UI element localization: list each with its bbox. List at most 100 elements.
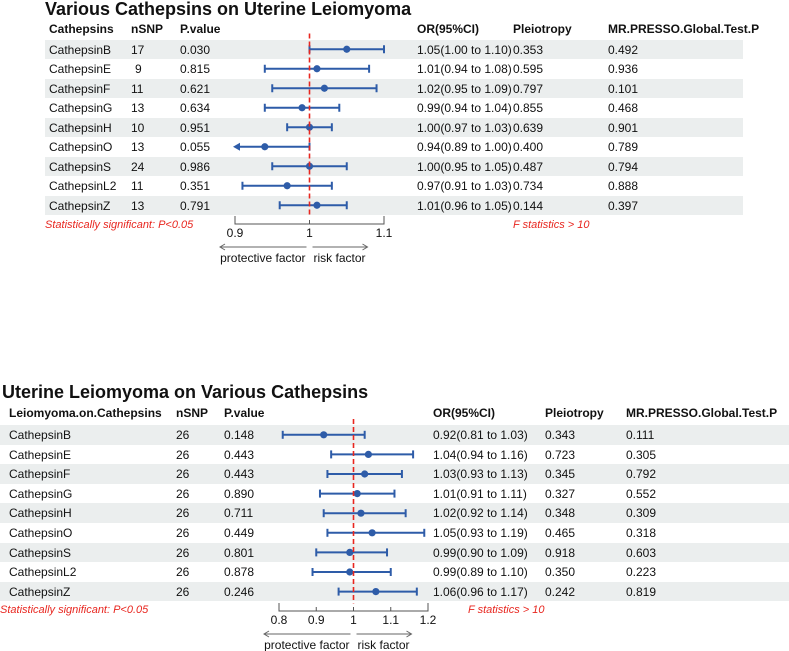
x-tick-label: 1.1 [375,226,393,240]
cell-pleiotropy: 0.353 [513,42,544,57]
column-header: MR.PRESSO.Global.Test.P [608,22,760,36]
significance-note: Statistically significant: P<0.05 [45,219,194,231]
or-point [261,143,269,151]
x-tick-label: 1.1 [382,613,400,627]
cell-pvalue: 0.791 [180,198,211,213]
cell-or-ci: 1.03(0.93 to 1.13) [433,467,528,482]
cell-pleiotropy: 0.348 [545,506,576,521]
cell-name: CathepsinS [9,545,72,560]
cell-presso: 0.305 [626,447,657,462]
cell-presso: 0.111 [626,428,655,442]
cell-presso: 0.794 [608,159,639,174]
column-header: Pleiotropy [513,22,572,36]
cell-name: CathepsinO [9,526,73,540]
cell-name: CathepsinL2 [49,179,117,193]
cell-pleiotropy: 0.350 [545,565,576,580]
cell-name: CathepsinB [9,428,72,442]
cell-pvalue: 0.986 [180,159,211,174]
cell-presso: 0.397 [608,198,639,213]
cell-nsnp: 26 [176,447,190,462]
cell-or-ci: 1.05(1.00 to 1.10) [417,42,512,57]
x-tick-label: 1 [350,613,357,627]
cell-or-ci: 1.00(0.95 to 1.05) [417,159,512,174]
cell-or-ci: 1.02(0.92 to 1.14) [433,506,528,521]
cell-or-ci: 1.00(0.97 to 1.03) [417,120,512,135]
risk-factor-label: risk factor [313,251,366,265]
cell-pleiotropy: 0.918 [545,545,576,560]
cell-name: CathepsinG [49,101,113,115]
cell-name: CathepsinS [49,159,112,174]
cell-or-ci: 0.92(0.81 to 1.03) [433,428,528,442]
cell-or-ci: 1.04(0.94 to 1.16) [433,447,528,462]
cell-nsnp: 13 [131,140,145,154]
cell-pleiotropy: 0.400 [513,140,544,154]
cell-presso: 0.552 [626,486,657,501]
column-header: nSNP [131,22,164,36]
cell-pvalue: 0.030 [180,42,211,57]
or-point [372,588,380,596]
or-point [343,45,351,53]
cell-pleiotropy: 0.345 [545,467,576,482]
cell-pvalue: 0.815 [180,62,211,76]
cell-pleiotropy: 0.465 [545,526,576,540]
column-header: P.value [224,406,265,420]
cell-presso: 0.223 [626,565,657,580]
cell-nsnp: 26 [176,584,190,599]
cell-nsnp: 11 [131,81,144,96]
cell-pvalue: 0.878 [224,565,255,580]
row-band [45,195,743,215]
or-point [313,201,321,209]
cell-presso: 0.789 [608,140,639,154]
cell-pvalue: 0.055 [180,140,211,154]
cell-pvalue: 0.711 [224,506,254,521]
cell-pleiotropy: 0.327 [545,486,576,501]
cell-or-ci: 1.01(0.94 to 1.08) [417,62,512,76]
cell-presso: 0.101 [608,81,639,96]
right-arrow-icon [356,630,413,638]
f-statistics-note: F statistics > 10 [513,219,590,231]
cell-pvalue: 0.801 [224,545,255,560]
cell-nsnp: 10 [131,120,145,135]
cell-name: CathepsinH [9,506,72,521]
cell-name: CathepsinB [49,42,112,57]
cell-pleiotropy: 0.343 [545,428,576,442]
cell-presso: 0.792 [626,467,657,482]
row-band [45,78,743,98]
cell-nsnp: 26 [176,526,190,540]
risk-factor-label: risk factor [357,638,410,651]
ci-arrow [233,142,240,151]
x-tick-label: 0.9 [226,226,244,240]
cell-name: CathepsinZ [49,198,111,213]
cell-pvalue: 0.621 [180,81,211,96]
protective-factor-label: protective factor [220,251,306,265]
row-band [45,156,743,176]
right-arrow-icon [312,243,369,251]
column-header: OR(95%CI) [433,406,496,420]
cell-or-ci: 0.99(0.94 to 1.04) [417,101,512,115]
or-point [346,568,354,576]
cell-presso: 0.936 [608,62,639,76]
column-header: Pleiotropy [545,406,604,420]
cell-presso: 0.901 [608,120,639,135]
cell-nsnp: 26 [176,545,190,560]
cell-nsnp: 13 [131,101,145,115]
chart-title: Various Cathepsins on Uterine Leiomyoma [45,0,412,19]
column-header: MR.PRESSO.Global.Test.P [626,406,778,420]
cell-pvalue: 0.443 [224,467,255,482]
cell-pleiotropy: 0.855 [513,101,544,115]
x-tick-label: 0.9 [307,613,325,627]
cell-name: CathepsinO [49,140,113,154]
cell-nsnp: 13 [131,198,145,213]
cell-presso: 0.603 [626,545,657,560]
cell-pvalue: 0.634 [180,101,211,115]
row-band [0,425,789,445]
cell-nsnp: 26 [176,467,190,482]
cell-pleiotropy: 0.797 [513,81,544,96]
left-arrow-icon [219,243,307,251]
cell-pleiotropy: 0.242 [545,584,576,599]
protective-factor-label: protective factor [264,638,350,651]
cell-pleiotropy: 0.595 [513,62,544,76]
cell-pleiotropy: 0.487 [513,159,544,174]
